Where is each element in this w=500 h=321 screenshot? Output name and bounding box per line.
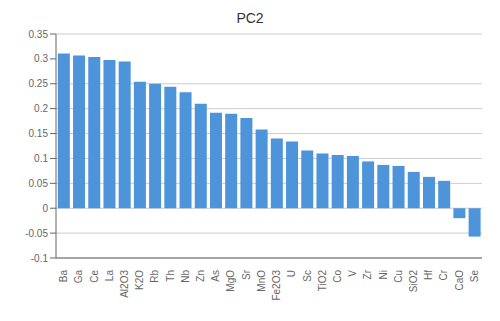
svg-text:Fe2O3: Fe2O3 bbox=[271, 270, 282, 301]
svg-text:Ba: Ba bbox=[58, 270, 69, 283]
svg-text:-0.05: -0.05 bbox=[25, 228, 48, 239]
svg-text:Hf: Hf bbox=[423, 270, 434, 280]
svg-text:0.2: 0.2 bbox=[34, 103, 48, 114]
svg-text:0.3: 0.3 bbox=[34, 53, 48, 64]
svg-text:0.05: 0.05 bbox=[29, 178, 49, 189]
svg-text:MnO: MnO bbox=[256, 270, 267, 292]
svg-text:Ni: Ni bbox=[378, 270, 389, 279]
svg-text:Zn: Zn bbox=[195, 270, 206, 282]
html-text:PC2: PC2 bbox=[236, 10, 264, 26]
svg-text:La: La bbox=[104, 270, 115, 282]
svg-text:Co: Co bbox=[332, 270, 343, 283]
svg-text:0.1: 0.1 bbox=[34, 153, 48, 164]
svg-text:Th: Th bbox=[165, 270, 176, 282]
svg-text:-0.1: -0.1 bbox=[31, 253, 49, 264]
svg-text:Sc: Sc bbox=[302, 270, 313, 282]
svg-text:V: V bbox=[347, 270, 358, 277]
svg-text:TiO2: TiO2 bbox=[317, 270, 328, 292]
svg-text:0.15: 0.15 bbox=[29, 128, 49, 139]
svg-text:Al2O3: Al2O3 bbox=[119, 270, 130, 298]
svg-text:As: As bbox=[210, 270, 221, 282]
svg-text:Cr: Cr bbox=[438, 269, 449, 280]
svg-text:U: U bbox=[286, 270, 297, 277]
svg-text:Rb: Rb bbox=[149, 270, 160, 283]
svg-text:MgO: MgO bbox=[225, 270, 236, 292]
svg-text:SiO2: SiO2 bbox=[408, 270, 419, 293]
svg-text:0.25: 0.25 bbox=[29, 78, 49, 89]
svg-text:CaO: CaO bbox=[454, 270, 465, 291]
svg-text:0: 0 bbox=[42, 203, 48, 214]
svg-text:Ga: Ga bbox=[73, 270, 84, 284]
svg-text:Zr: Zr bbox=[362, 269, 373, 279]
svg-text:Ce: Ce bbox=[89, 270, 100, 283]
svg-text:Sr: Sr bbox=[241, 269, 252, 280]
svg-text:Se: Se bbox=[469, 270, 480, 283]
svg-text:Nb: Nb bbox=[180, 270, 191, 283]
svg-text:0.35: 0.35 bbox=[29, 29, 49, 40]
svg-text:K2O: K2O bbox=[134, 270, 145, 290]
svg-text:Cu: Cu bbox=[393, 270, 404, 283]
